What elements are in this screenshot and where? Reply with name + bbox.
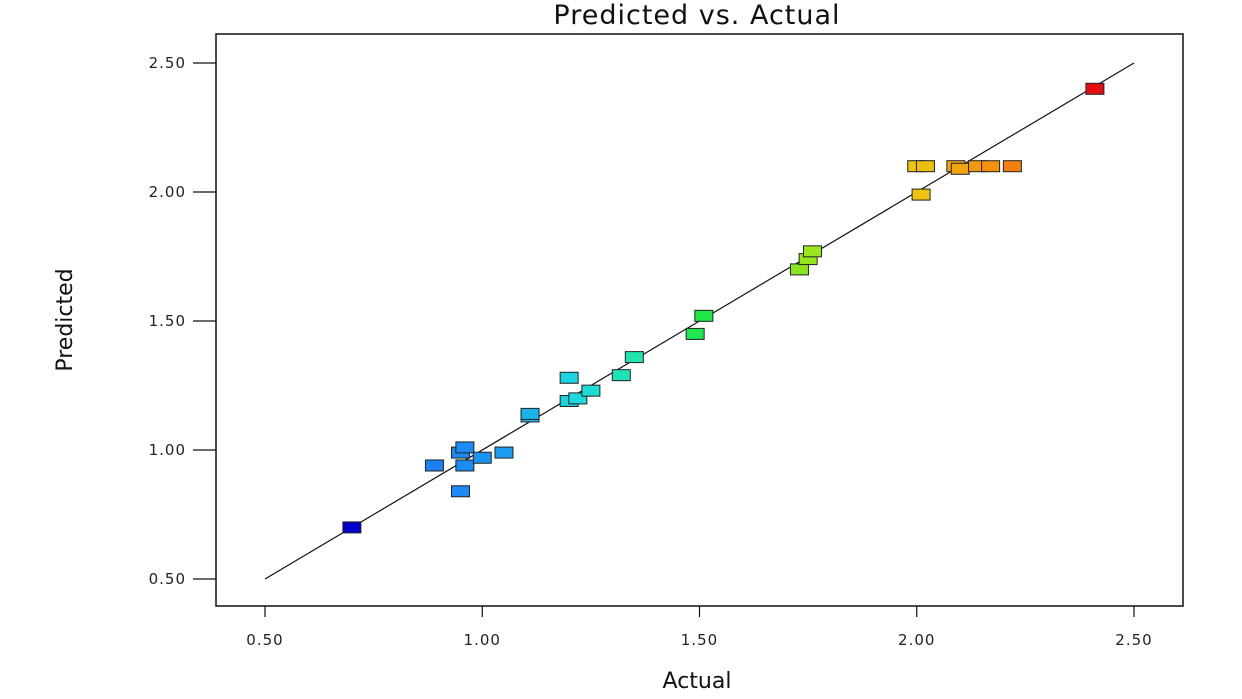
data-point (624, 351, 644, 364)
data-points (342, 82, 1105, 534)
x-tick-label: 1.50 (681, 631, 718, 649)
data-point (581, 384, 601, 397)
x-tick-label: 0.50 (246, 631, 283, 649)
data-point (455, 441, 475, 454)
data-point (451, 485, 471, 498)
data-point (1085, 82, 1105, 95)
data-point (694, 309, 714, 322)
y-tick-label: 1.50 (149, 312, 186, 330)
data-point (455, 459, 475, 472)
data-point (981, 160, 1001, 173)
x-tick-label: 2.50 (1115, 631, 1152, 649)
data-point (915, 160, 935, 173)
y-tick-label: 0.50 (149, 570, 186, 588)
data-point (520, 407, 540, 420)
x-axis-label: Actual (663, 669, 732, 694)
y-axis: 0.50 1.00 1.50 2.00 2.50 (149, 54, 216, 588)
x-tick-label: 1.00 (464, 631, 501, 649)
y-tick-label: 2.50 (149, 54, 186, 72)
y-tick-label: 2.00 (149, 183, 186, 201)
data-point (1002, 160, 1022, 173)
data-point (789, 263, 809, 276)
data-point (424, 459, 444, 472)
y-axis-label: Predicted (53, 268, 78, 371)
data-point (494, 446, 514, 459)
data-point (950, 162, 970, 175)
data-point (342, 521, 362, 534)
data-point (611, 369, 631, 382)
data-point (568, 392, 588, 405)
data-point (559, 371, 579, 384)
x-axis: 0.50 1.00 1.50 2.00 2.50 (246, 606, 1152, 649)
data-point (911, 188, 931, 201)
chart-title: Predicted vs. Actual (553, 0, 840, 31)
data-point (685, 327, 705, 340)
data-point (802, 245, 822, 258)
x-tick-label: 2.00 (898, 631, 935, 649)
data-point (472, 451, 492, 464)
y-tick-label: 1.00 (149, 441, 186, 459)
